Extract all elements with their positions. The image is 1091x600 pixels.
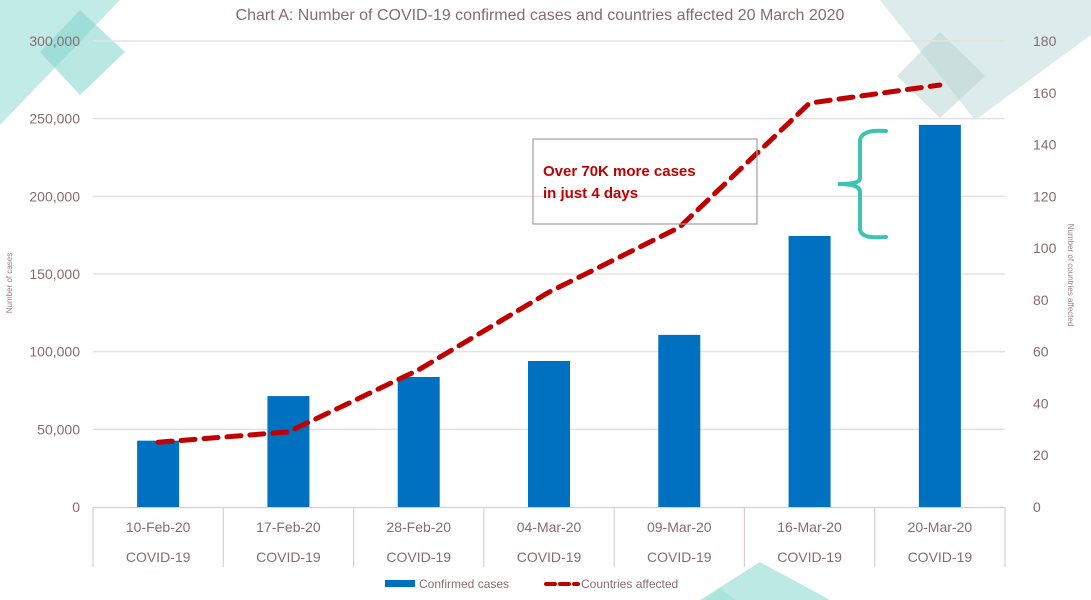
y2-tick-label: 60 <box>1033 344 1049 360</box>
chart-title: Chart A: Number of COVID-19 confirmed ca… <box>236 7 845 24</box>
y-tick-label: 250,000 <box>29 111 80 127</box>
bar-confirmed-cases <box>528 360 570 507</box>
y-axis-right-title: Number of countries affected <box>1066 224 1075 327</box>
y2-tick-label: 140 <box>1033 137 1057 153</box>
bracket-icon <box>837 128 888 240</box>
annotation-box <box>532 138 758 225</box>
y2-tick-label: 180 <box>1033 33 1057 49</box>
x-tick-label: 20-Mar-20 <box>908 519 973 535</box>
y2-tick-label: 0 <box>1033 499 1041 515</box>
legend-label-confirmed-cases: Confirmed cases <box>419 577 509 591</box>
annotation: Over 70K more cases in just 4 days <box>532 128 888 240</box>
x-tick-label: 09-Mar-20 <box>647 519 712 535</box>
y2-tick-label: 160 <box>1033 85 1057 101</box>
x-tick-label: 16-Mar-20 <box>777 519 842 535</box>
y-tick-label: 300,000 <box>29 33 80 49</box>
bar-confirmed-cases <box>918 124 961 507</box>
y-tick-label: 200,000 <box>29 188 80 204</box>
bar-confirmed-cases <box>137 440 180 507</box>
x-group-label: COVID-19 <box>647 549 712 565</box>
decor-triangle-teal-bottom-small <box>705 588 735 600</box>
x-group-label: COVID-19 <box>777 549 842 565</box>
y-axis-right-ticks: 0 20 40 60 80 100 120 140 160 180 <box>1033 33 1057 515</box>
x-group-label: COVID-19 <box>908 549 973 565</box>
bar-confirmed-cases <box>397 376 440 507</box>
x-tick-label: 04-Mar-20 <box>517 519 582 535</box>
y-tick-label: 0 <box>72 499 80 515</box>
line-countries-affected <box>155 82 943 445</box>
x-axis: 10-Feb-20 COVID-19 17-Feb-20 COVID-19 28-Feb… <box>92 506 1006 567</box>
annotation-line-2: in just 4 days <box>543 185 638 202</box>
y-tick-label: 150,000 <box>29 266 80 282</box>
bar-confirmed-cases <box>267 396 310 507</box>
x-tick-label: 10-Feb-20 <box>126 519 191 535</box>
x-tick-label: 17-Feb-20 <box>256 519 321 535</box>
x-tick-label: 28-Feb-20 <box>386 519 451 535</box>
legend-label-countries-affected: Countries affected <box>581 577 678 591</box>
x-group-label: COVID-19 <box>126 549 191 565</box>
y-axis-left-title: Number of cases <box>5 253 14 313</box>
decor-diamond-teal-small <box>40 10 125 95</box>
decor-triangle-gray-large <box>880 0 1091 120</box>
x-group-label: COVID-19 <box>386 549 451 565</box>
x-group-label: COVID-19 <box>256 549 321 565</box>
legend: Confirmed cases Countries affected <box>385 577 678 591</box>
y2-tick-label: 80 <box>1033 292 1049 308</box>
y2-tick-label: 120 <box>1033 188 1057 204</box>
x-group-label: COVID-19 <box>517 549 582 565</box>
gridlines <box>93 40 1005 431</box>
bars-confirmed-cases <box>137 124 961 507</box>
y2-tick-label: 40 <box>1033 395 1049 411</box>
y2-tick-label: 20 <box>1033 447 1049 463</box>
decor-triangle-teal-bottom <box>700 562 830 600</box>
legend-swatch-confirmed-cases <box>385 580 415 587</box>
bar-confirmed-cases <box>788 235 831 507</box>
y-tick-label: 100,000 <box>29 344 80 360</box>
y-tick-label: 50,000 <box>37 421 80 437</box>
y2-tick-label: 100 <box>1033 240 1057 256</box>
decor-diamond-gray-small <box>897 32 985 118</box>
bar-confirmed-cases <box>658 334 701 507</box>
annotation-line-1: Over 70K more cases <box>543 163 696 180</box>
y-axis-left-ticks: 0 50,000 100,000 150,000 200,000 250,000 300,0… <box>29 33 80 515</box>
